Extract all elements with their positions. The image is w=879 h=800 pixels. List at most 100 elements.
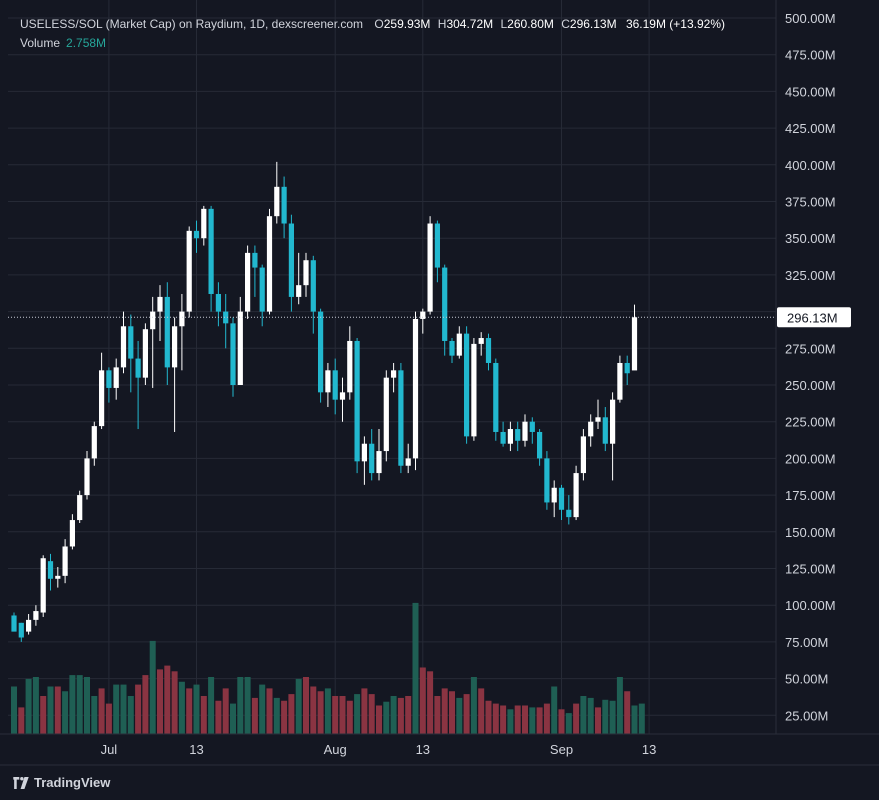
candle-body xyxy=(588,421,594,437)
volume-label: Volume xyxy=(20,36,61,50)
candle-body xyxy=(507,429,513,444)
volume-bar xyxy=(463,694,470,734)
volume-bar xyxy=(18,707,25,734)
candle-body xyxy=(391,370,397,378)
volume-bar xyxy=(317,691,324,734)
y-tick-label: 500.00M xyxy=(785,11,836,26)
volume-bar xyxy=(25,678,32,734)
candle-body xyxy=(485,338,492,363)
volume-bar xyxy=(324,688,331,734)
tradingview-brand[interactable]: TradingView xyxy=(12,775,110,790)
volume-bar xyxy=(186,688,193,734)
volume-bar xyxy=(69,675,76,734)
y-tick-label: 450.00M xyxy=(785,84,836,99)
candle-body xyxy=(537,431,543,459)
high-label: H xyxy=(437,17,447,31)
volume-bar xyxy=(470,677,477,734)
candle-body xyxy=(157,296,163,312)
volume-bar xyxy=(427,671,434,734)
volume-bar xyxy=(514,705,521,734)
legend-header: USELESS/SOL (Market Cap) on Raydium, 1D,… xyxy=(20,17,725,31)
volume-bar xyxy=(354,694,361,734)
volume-bar xyxy=(397,697,404,734)
candle-body xyxy=(478,338,484,344)
candle-body xyxy=(544,458,550,503)
candle-body xyxy=(193,230,200,239)
volume-bar xyxy=(573,703,580,734)
candle-body xyxy=(230,323,236,385)
volume-bar xyxy=(456,697,463,734)
candle-body xyxy=(55,575,61,579)
volume-bar xyxy=(624,691,631,734)
volume-bar xyxy=(62,691,69,734)
y-tick-label: 375.00M xyxy=(785,195,836,210)
y-tick-label: 275.00M xyxy=(785,341,836,356)
volume-bar xyxy=(222,688,229,734)
volume-bar xyxy=(616,677,623,734)
chart-grid xyxy=(8,0,776,734)
volume-bar xyxy=(237,677,244,734)
candle-body xyxy=(120,326,127,368)
candle-body xyxy=(11,615,17,632)
volume-bar xyxy=(288,694,295,734)
volume-bar xyxy=(346,700,353,734)
volume-bar xyxy=(376,705,382,734)
candle-body xyxy=(617,362,623,400)
volume-bar xyxy=(113,684,120,734)
volume-bar xyxy=(551,686,558,734)
volume-bar xyxy=(543,703,550,734)
candle-body xyxy=(245,252,251,312)
y-tick-label: 250.00M xyxy=(785,378,836,393)
volume-bar xyxy=(251,697,258,734)
candle-body xyxy=(573,473,579,518)
volume-bar xyxy=(383,701,390,734)
volume-bar xyxy=(208,677,215,734)
volume-bar xyxy=(164,665,171,734)
y-tick-label: 125.00M xyxy=(785,562,836,577)
candle-body xyxy=(91,426,97,459)
candle-body xyxy=(303,260,309,286)
candle-body xyxy=(566,509,572,518)
brand-name: TradingView xyxy=(34,775,111,790)
candle-body xyxy=(186,230,192,312)
low-value: 260.80M xyxy=(507,17,554,31)
candle-body xyxy=(449,340,455,356)
volume-bar xyxy=(91,696,98,734)
candle-body xyxy=(522,421,528,441)
volume-bar xyxy=(500,705,507,734)
candle-body xyxy=(26,619,32,632)
candle-body xyxy=(62,546,68,576)
high-value: 304.72M xyxy=(446,17,494,31)
volume-bar xyxy=(32,677,39,734)
volume-bar xyxy=(485,700,492,734)
candle-body xyxy=(223,311,229,324)
volume-bar xyxy=(76,675,83,734)
volume-bar xyxy=(558,709,565,734)
candle-body xyxy=(500,431,506,444)
volume-bar xyxy=(215,700,222,734)
candle-body xyxy=(208,208,214,294)
candles xyxy=(11,161,638,642)
candle-body xyxy=(252,252,258,268)
candle-body xyxy=(33,611,39,620)
volume-bar xyxy=(11,686,17,734)
volume-bar xyxy=(142,675,149,734)
x-tick-label: Sep xyxy=(550,742,573,757)
candle-body xyxy=(310,260,316,312)
volume-bar xyxy=(273,697,280,734)
x-tick-label: 13 xyxy=(416,742,430,757)
candle-body xyxy=(398,370,404,466)
candle-body xyxy=(150,311,156,330)
candle-body xyxy=(318,311,324,393)
candle-body xyxy=(128,326,134,359)
volume-bar xyxy=(193,684,200,734)
volume-value: 2.758M xyxy=(66,36,107,50)
volume-bar xyxy=(120,684,127,734)
volume-bar xyxy=(565,713,572,734)
last-price-tag xyxy=(777,307,851,328)
volume-bar xyxy=(230,703,236,734)
volume-bar xyxy=(40,696,47,734)
candle-body xyxy=(77,495,83,521)
